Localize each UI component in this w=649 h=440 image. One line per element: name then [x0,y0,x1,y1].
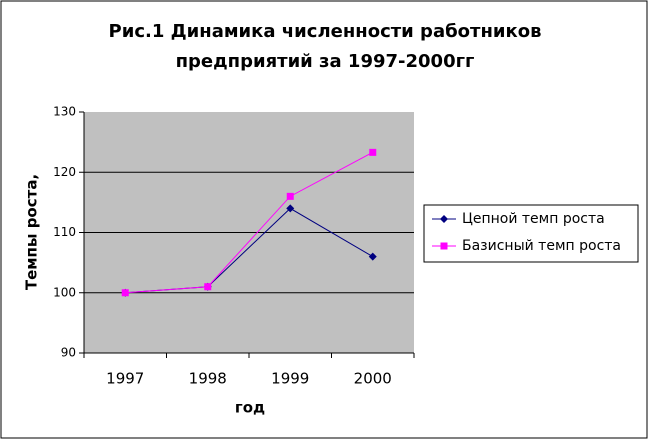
y-tick-label: 120 [53,165,76,179]
data-point [121,289,129,297]
legend [423,204,639,263]
y-tick-label: 110 [53,225,76,239]
legend-label: Базисный темп роста [462,238,621,254]
y-tick-label: 130 [53,105,76,119]
legend-marker [440,215,448,223]
x-tick-label: 1998 [189,370,227,388]
data-point [286,204,295,213]
chart-title: Рис.1 Динамика численности работников [109,21,542,42]
data-point [369,148,377,156]
data-point [368,252,377,261]
legend-marker [440,242,448,250]
data-point [204,283,212,291]
x-tick-label: 1999 [271,370,309,388]
y-tick-label: 90 [61,346,76,360]
y-tick-label: 100 [53,285,76,299]
x-tick-label: 2000 [354,370,392,388]
legend-label: Цепной темп роста [462,211,605,227]
data-point [286,192,294,200]
chart-title: предприятий за 1997-2000гг [176,51,475,72]
series-line [125,151,373,294]
x-axis-label: год [235,399,265,417]
y-axis-label: Темпы роста, [23,174,41,290]
x-tick-label: 1997 [106,370,144,388]
